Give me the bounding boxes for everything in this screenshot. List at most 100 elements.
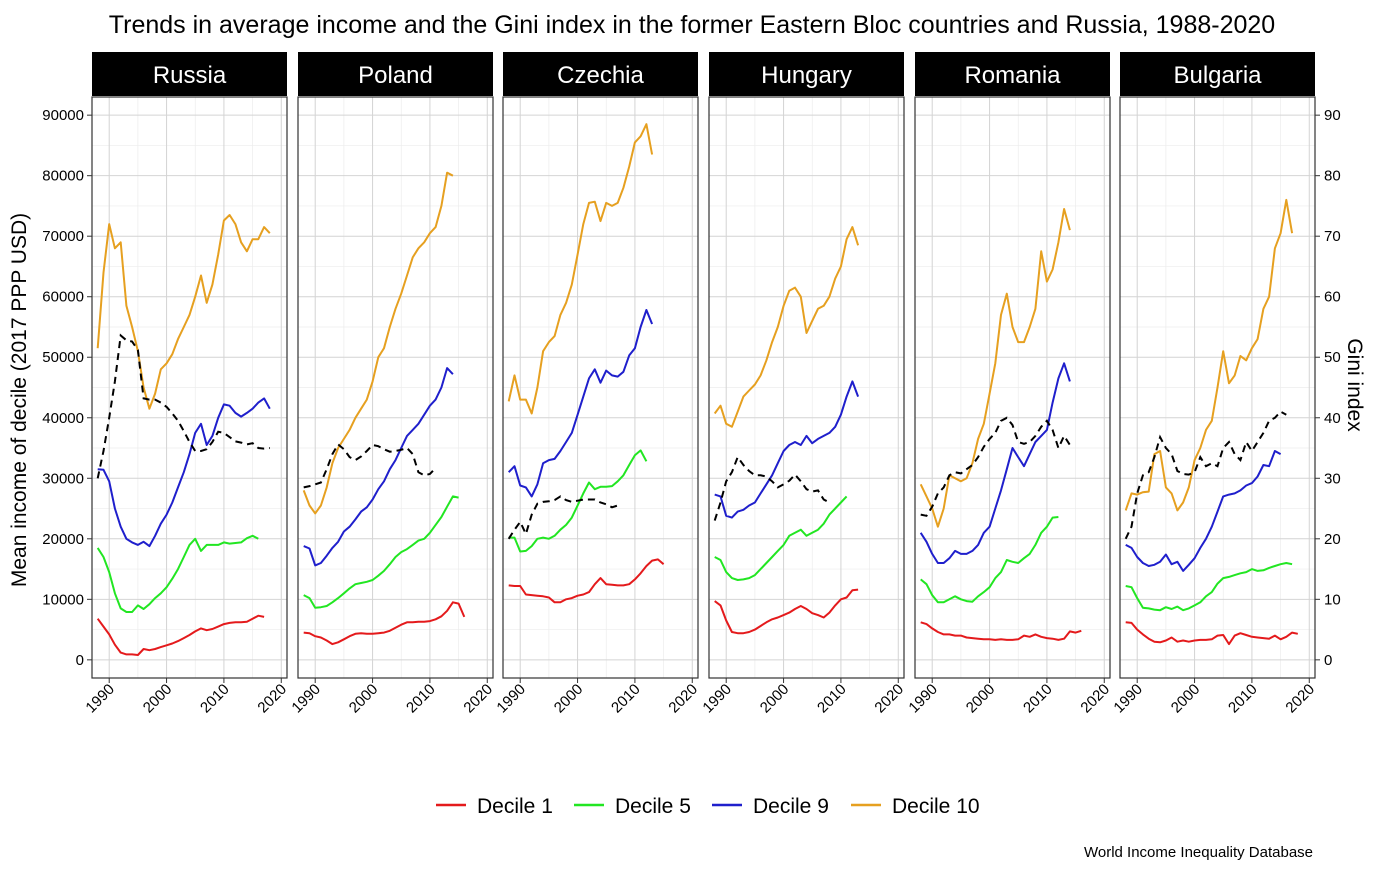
y-tick-label: 20000 <box>42 531 84 548</box>
panel-border-russia <box>91 96 288 679</box>
y2-tick-label: 40 <box>1324 410 1341 427</box>
x-tick-label-romania: 2010 <box>1020 681 1056 717</box>
x-tick-label-czechia: 2020 <box>665 681 701 717</box>
caption: World Income Inequality Database <box>1084 844 1313 861</box>
series-d9-romania <box>919 362 1071 564</box>
y-tick-label: 90000 <box>42 107 84 124</box>
y-tick-label: 0 <box>76 652 84 669</box>
strip-label-romania: Romania <box>964 62 1061 89</box>
series-gini-hungary <box>713 455 830 521</box>
strip-label-russia: Russia <box>153 62 227 89</box>
panel-czechia: Czechia 1990 2000 2010 2020 <box>493 52 701 716</box>
strip-poland <box>298 52 493 96</box>
x-tick-label-bulgaria: 1990 <box>1110 681 1146 717</box>
panel-romania: Romania 1990 2000 2010 2020 <box>905 52 1113 716</box>
y-tick-label: 70000 <box>42 228 84 245</box>
left-y-axis: 0 10000 20000 30000 40000 50000 60000 70000 8000… <box>42 107 92 669</box>
panel-border-bulgaria <box>1119 96 1316 679</box>
x-tick-label-hungary: 2010 <box>814 681 850 717</box>
legend: Decile 1 Decile 5 Decile 9 Decile 10 <box>436 795 980 818</box>
strip-label-hungary: Hungary <box>761 62 852 89</box>
x-tick-label-czechia: 2000 <box>551 681 587 717</box>
x-tick-label-romania: 2020 <box>1077 681 1113 717</box>
series-d9-poland <box>303 367 454 567</box>
y2-tick-label: 60 <box>1324 289 1341 306</box>
x-tick-label-russia: 2010 <box>197 681 233 717</box>
strip-label-czechia: Czechia <box>557 62 644 89</box>
y-tick-label: 10000 <box>42 591 84 608</box>
right-y-axis: 0 10 20 30 40 50 60 70 80 90 <box>1315 107 1341 669</box>
y2-tick-label: 90 <box>1324 107 1341 124</box>
x-tick-label-poland: 2000 <box>346 681 382 717</box>
y2-tick-label: 70 <box>1324 228 1341 245</box>
strip-label-poland: Poland <box>358 62 433 89</box>
series-d5-hungary <box>714 495 848 581</box>
series-d10-russia <box>96 214 271 410</box>
x-tick-label-bulgaria: 2000 <box>1168 681 1204 717</box>
x-tick-label-romania: 1990 <box>905 681 941 717</box>
x-tick-label-russia: 1990 <box>82 681 118 717</box>
series-d5-poland <box>303 495 459 609</box>
series-d9-hungary <box>714 380 860 519</box>
series-d9-czechia <box>507 309 654 498</box>
x-tick-label-russia: 2020 <box>254 681 290 717</box>
panel-border-romania <box>914 96 1111 679</box>
y2-tick-label: 80 <box>1324 168 1341 185</box>
panel-bulgaria: Bulgaria 1990 2000 2010 2020 <box>1110 52 1318 716</box>
series-d1-czechia <box>508 558 665 604</box>
y2-tick-label: 30 <box>1324 470 1341 487</box>
series-d10-czechia <box>507 123 654 415</box>
y2-tick-label: 50 <box>1324 349 1341 366</box>
x-tick-label-poland: 2010 <box>403 681 439 717</box>
facet-panels: Russia 1990 2000 2010 2020 Poland 1990 2000 2010… <box>82 52 1318 716</box>
legend-label-decile-1: Decile 1 <box>477 795 553 818</box>
y2-axis-title: Gini index <box>1343 338 1366 432</box>
series-gini-czechia <box>507 495 619 540</box>
panel-poland: Poland 1990 2000 2010 2020 <box>288 52 496 716</box>
legend-label-decile-9: Decile 9 <box>753 795 829 818</box>
y-tick-label: 30000 <box>42 470 84 487</box>
y2-tick-label: 20 <box>1324 531 1341 548</box>
series-d10-hungary <box>713 226 860 428</box>
strip-russia <box>92 52 287 96</box>
y-tick-label: 60000 <box>42 289 84 306</box>
series-d5-russia <box>96 534 259 613</box>
x-tick-label-bulgaria: 2010 <box>1225 681 1261 717</box>
panel-hungary: Hungary 1990 2000 2010 2020 <box>699 52 907 716</box>
strip-label-bulgaria: Bulgaria <box>1173 62 1262 89</box>
series-d1-hungary <box>714 588 859 635</box>
y-tick-label: 40000 <box>42 410 84 427</box>
series-d5-czechia <box>508 449 648 553</box>
series-d9-bulgaria <box>1125 450 1282 572</box>
strip-romania <box>915 52 1110 96</box>
x-tick-label-hungary: 2020 <box>871 681 907 717</box>
x-tick-label-russia: 2000 <box>140 681 176 717</box>
series-d9-russia <box>97 397 271 548</box>
x-tick-label-hungary: 2000 <box>757 681 793 717</box>
x-tick-label-poland: 2020 <box>460 681 496 717</box>
panel-russia: Russia 1990 2000 2010 2020 <box>82 52 290 716</box>
series-d1-poland <box>303 601 466 646</box>
panel-border-czechia <box>502 96 699 679</box>
y2-tick-label: 10 <box>1324 591 1341 608</box>
legend-label-decile-5: Decile 5 <box>615 795 691 818</box>
x-tick-label-poland: 1990 <box>288 681 324 717</box>
strip-bulgaria <box>1120 52 1315 96</box>
chart-title: Trends in average income and the Gini in… <box>109 11 1275 39</box>
legend-label-decile-10: Decile 10 <box>892 795 980 818</box>
panel-border-hungary <box>708 96 905 679</box>
series-d10-poland <box>302 171 454 515</box>
series-d5-bulgaria <box>1125 562 1293 612</box>
x-tick-label-czechia: 1990 <box>493 681 529 717</box>
series-gini-bulgaria <box>1124 410 1287 540</box>
series-d1-russia <box>96 614 265 656</box>
x-tick-label-bulgaria: 2020 <box>1282 681 1318 717</box>
x-tick-label-hungary: 1990 <box>699 681 735 717</box>
strip-czechia <box>503 52 698 96</box>
strip-hungary <box>709 52 904 96</box>
series-d1-romania <box>920 621 1082 641</box>
y2-tick-label: 0 <box>1324 652 1332 669</box>
y-tick-label: 80000 <box>42 168 84 185</box>
series-d1-bulgaria <box>1125 621 1299 646</box>
